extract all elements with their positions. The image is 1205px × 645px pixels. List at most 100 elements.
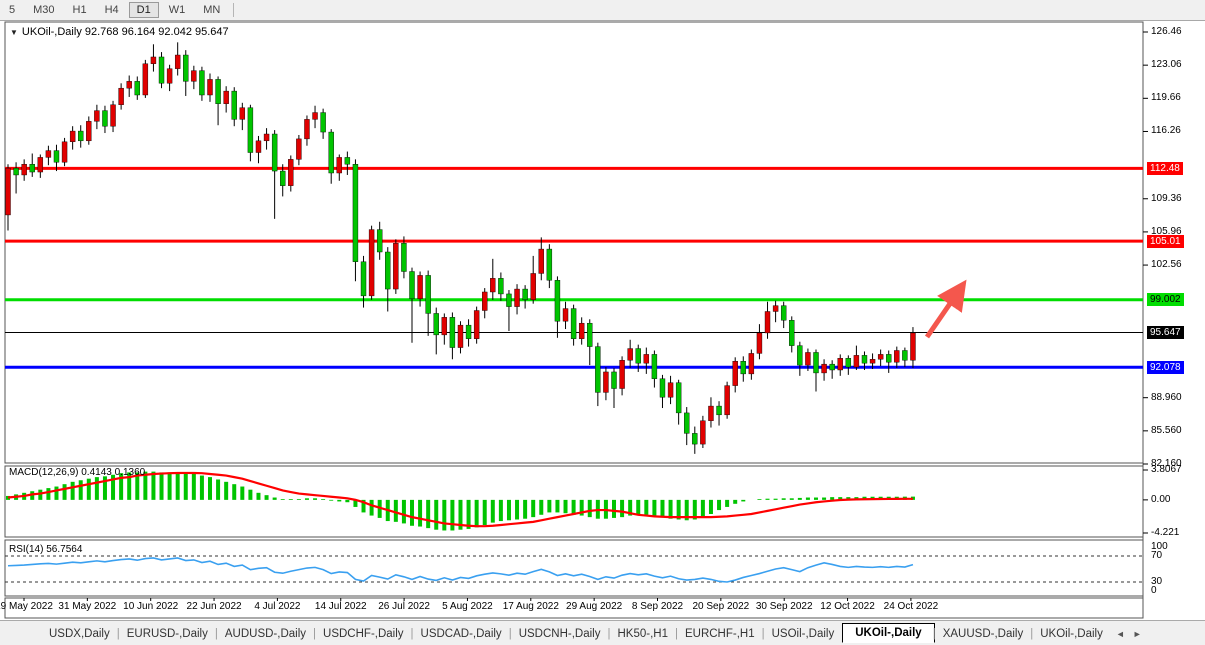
candle-body [336, 157, 342, 174]
candle-body [393, 243, 399, 290]
macd-tick--4.221: -4.221 [1151, 527, 1180, 538]
candle-body [829, 363, 835, 371]
price-tick-82.160: 82.160 [1151, 458, 1182, 469]
symbol-tab-ukoil-daily[interactable]: UKOil-,Daily [842, 622, 935, 643]
symbol-tab-usdcad-daily[interactable]: USDCAD-,Daily [420, 627, 502, 640]
candle-body [288, 159, 294, 186]
chart-canvas[interactable] [0, 0, 1205, 620]
candle-body [764, 311, 771, 334]
candle-body [126, 81, 132, 89]
symbol-tab-audusd-daily[interactable]: AUDUSD-,Daily [224, 627, 307, 640]
rsi-tick-100: 100 [1151, 541, 1168, 552]
candle-body [869, 359, 876, 364]
tab-separator: | [410, 627, 414, 640]
candle-body [756, 332, 763, 354]
candle-body [732, 361, 738, 386]
candle-body [78, 130, 84, 142]
symbol-tab-eurusd-daily[interactable]: EURUSD-,Daily [126, 627, 208, 640]
date-label: 12 Oct 2022 [820, 601, 875, 612]
candle-body [692, 433, 698, 445]
candle-body [449, 317, 456, 348]
candle-body [853, 355, 860, 368]
date-label: 31 May 2022 [58, 601, 117, 612]
candle-body [473, 310, 480, 339]
tab-separator: | [674, 627, 678, 640]
candle-body [320, 112, 326, 133]
collapse-triangle-icon[interactable]: ▼ [10, 28, 18, 37]
macd-tick-0.00: 0.00 [1151, 493, 1171, 505]
date-label: 10 Jun 2022 [123, 601, 179, 612]
candle-body [183, 54, 189, 82]
tab-separator: | [116, 627, 120, 640]
symbol-tab-xauusd-daily[interactable]: XAUUSD-,Daily [942, 627, 1024, 640]
candle-body [490, 278, 496, 293]
breakout-arrow-annotation[interactable] [924, 279, 967, 339]
candle-body [223, 90, 229, 104]
candle-body [886, 354, 892, 363]
candle-body [118, 87, 124, 105]
candle-body [263, 133, 270, 142]
chart-title: ▼ UKOil-,Daily 92.768 96.164 92.042 95.64… [10, 26, 229, 38]
candle-body [385, 251, 391, 290]
candle-body [158, 56, 165, 84]
candle-body [441, 317, 448, 336]
tab-scroll-left-icon[interactable]: ◄ [1115, 628, 1125, 639]
timeframe-button-h1[interactable]: H1 [72, 4, 87, 16]
candle-body [587, 322, 593, 347]
candle-body [37, 157, 44, 173]
candle-body [5, 167, 11, 216]
candle-body [877, 354, 884, 360]
candle-body [13, 167, 19, 176]
symbol-name: UKOil-,Daily [21, 26, 82, 38]
symbol-tab-usdcnh-daily[interactable]: USDCNH-,Daily [518, 627, 601, 640]
ohlc-values: 92.768 96.164 92.042 95.647 [84, 26, 229, 38]
candle-body [247, 107, 254, 153]
date-label: 17 Aug 2022 [502, 601, 559, 612]
timeframe-button-5[interactable]: 5 [9, 4, 16, 16]
candle-body [740, 361, 746, 375]
tab-separator: | [1030, 627, 1034, 640]
symbol-tab-bar: USDX,Daily | EURUSD-,Daily | AUDUSD-,Daily | U… [0, 620, 1205, 645]
price-tag-92.078: 92.078 [1147, 360, 1184, 374]
candle-body [401, 243, 407, 272]
candle-body [191, 70, 197, 82]
candle-body [595, 346, 601, 393]
symbol-tab-eurchf-h1[interactable]: EURCHF-,H1 [684, 627, 755, 640]
candle-body [239, 107, 246, 120]
candle-body [813, 352, 819, 374]
symbol-tab-usoil-daily[interactable]: USOil-,Daily [771, 627, 835, 640]
date-label: 8 Sep 2022 [631, 601, 684, 612]
symbol-tab-ukoil-daily[interactable]: UKOil-,Daily [1040, 627, 1103, 640]
price-tag-95.647: 95.647 [1147, 325, 1184, 339]
candle-body [102, 110, 108, 127]
rsi-line [7, 557, 914, 583]
symbol-tab-usdx-daily[interactable]: USDX,Daily [49, 627, 110, 640]
candle-body [433, 313, 439, 336]
price-tick-109.36: 109.36 [1151, 192, 1182, 204]
timeframe-button-w1[interactable]: W1 [168, 4, 186, 16]
candle-body [651, 354, 658, 379]
macd-tick-3.8067: 3.8067 [1151, 464, 1182, 475]
symbol-tab-usdchf-daily[interactable]: USDCHF-,Daily [323, 627, 404, 640]
timeframe-button-m30[interactable]: M30 [33, 4, 55, 16]
candle-body [304, 119, 310, 140]
timeframe-button-d1[interactable]: D1 [128, 2, 159, 18]
candle-body [53, 150, 60, 163]
candle-body [61, 141, 68, 163]
candle-body [231, 90, 237, 120]
timeframe-button-h4[interactable]: H4 [104, 4, 119, 16]
price-tick-105.96: 105.96 [1151, 225, 1182, 237]
rsi-tick-0: 0 [1151, 585, 1157, 596]
timeframe-button-mn[interactable]: MN [203, 4, 221, 16]
price-tick-126.46: 126.46 [1151, 26, 1182, 37]
timeframe-toolbar: 5 M30 H1 H4 D1 W1 MN [0, 0, 1205, 21]
symbol-tab-hk50-h1[interactable]: HK50-,H1 [617, 627, 668, 640]
candle-body [716, 405, 722, 416]
candle-body [659, 378, 666, 398]
candle-body [910, 332, 916, 361]
date-label: 19 May 2022 [0, 601, 53, 612]
tab-scroll-right-icon[interactable]: ► [1132, 628, 1142, 639]
rsi-tick-30: 30 [1151, 576, 1163, 587]
candle-body [45, 150, 52, 158]
candle-body [417, 275, 423, 300]
